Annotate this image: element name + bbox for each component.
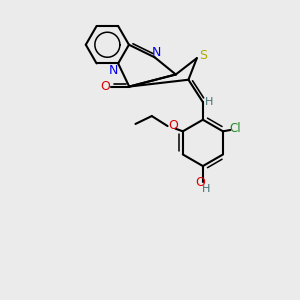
Text: H: H [202, 184, 210, 194]
Text: N: N [109, 64, 118, 76]
Text: H: H [205, 97, 213, 107]
Text: O: O [100, 80, 110, 93]
Text: Cl: Cl [229, 122, 241, 135]
Text: O: O [169, 119, 178, 132]
Text: O: O [195, 176, 205, 189]
Text: N: N [152, 46, 161, 59]
Text: S: S [199, 49, 207, 62]
